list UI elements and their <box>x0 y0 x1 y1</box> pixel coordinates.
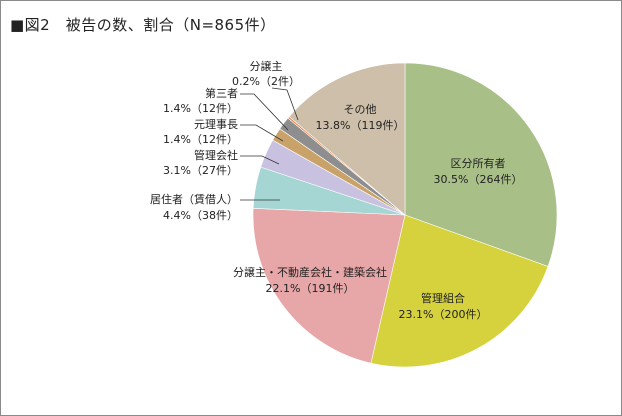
pie-slice <box>252 208 406 364</box>
slice-name-label: 分譲主 <box>250 59 283 73</box>
leader-line <box>240 155 280 165</box>
slice-name-label: 管理会社 <box>194 148 238 162</box>
slice-value-label: 23.1%（200件） <box>399 308 488 321</box>
pie-slice <box>370 214 549 368</box>
slice-value-label: 1.4%（12件） <box>163 102 238 115</box>
slice-name-label: 元理事長 <box>194 118 238 131</box>
slice-value-label: 1.4%（12件） <box>163 133 238 146</box>
slice-name-label: 居住者（賃借人） <box>150 192 238 206</box>
slice-name-label: 管理組合 <box>421 291 465 305</box>
slice-value-label: 30.5%（264件） <box>434 173 523 186</box>
slice-name-label: その他 <box>344 103 377 116</box>
leader-line <box>240 93 289 131</box>
slice-name-label: 第三者 <box>205 86 238 100</box>
slice-value-label: 0.2%（2件） <box>232 75 300 88</box>
slice-value-label: 3.1%（27件） <box>163 164 238 177</box>
slice-value-label: 22.1%（191件） <box>266 282 355 295</box>
slice-value-label: 4.4%（38件） <box>163 209 238 222</box>
slice-name-label: 分譲主・不動産会社・建築会社 <box>233 265 387 279</box>
leader-line <box>240 124 284 142</box>
chart-title: ■図2 被告の数、割合（N=865件） <box>10 16 276 34</box>
slice-name-label: 区分所有者 <box>451 156 506 170</box>
leader-line <box>271 87 299 121</box>
pie-slice <box>404 62 558 267</box>
slice-value-label: 13.8%（119件） <box>316 119 405 132</box>
